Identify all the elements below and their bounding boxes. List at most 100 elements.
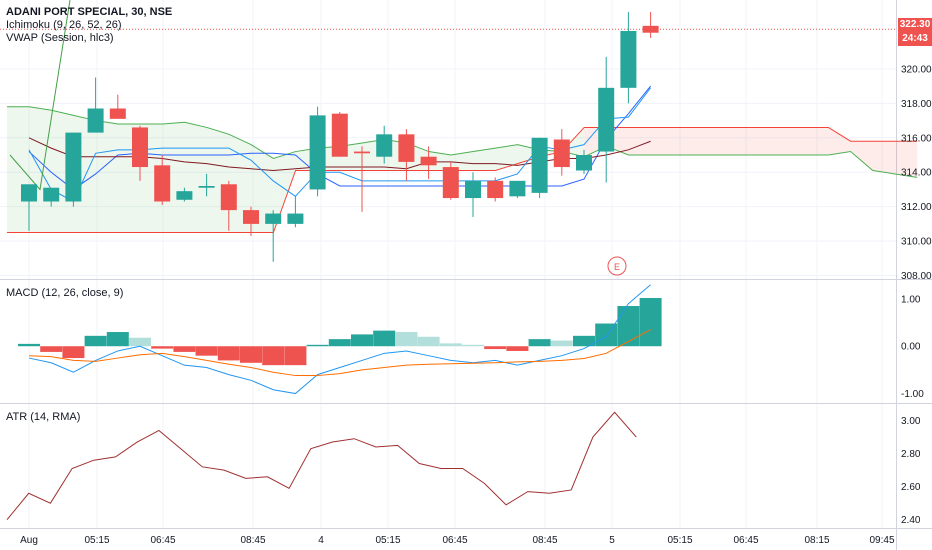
candle-body — [220, 184, 237, 211]
candle-body — [243, 210, 259, 224]
macd-histogram-bar — [84, 335, 107, 347]
time-axis-tick: 08:15 — [804, 535, 829, 546]
candle-body — [154, 165, 171, 202]
macd-histogram-bar — [173, 346, 196, 352]
candle-body — [21, 184, 37, 202]
macd-histogram-bar — [240, 346, 262, 363]
candle-body — [531, 137, 548, 193]
macd-histogram-bar — [439, 343, 462, 347]
ichimoku-cloud-segment — [806, 127, 829, 155]
candle-body — [354, 151, 370, 154]
price-axis-tick: 308.00 — [901, 271, 932, 282]
ichimoku-legend[interactable]: Ichimoku (9, 26, 52, 26) — [6, 19, 122, 31]
time-axis-tick: 09:45 — [869, 535, 894, 546]
candle-body — [331, 113, 348, 157]
price-axis-tick: 310.00 — [901, 237, 932, 248]
ichimoku-cloud-segment — [451, 151, 474, 171]
macd-line — [28, 284, 651, 395]
countdown-value: 24:43 — [902, 33, 928, 44]
signal-line — [28, 329, 651, 377]
price-axis-tick: 318.00 — [901, 99, 932, 110]
macd-axis-tick: 1.00 — [901, 294, 921, 305]
atr-axis-tick: 2.60 — [901, 482, 921, 493]
ichimoku-cloud-segment — [761, 127, 784, 155]
time-axis-tick: 05:15 — [375, 535, 400, 546]
ichimoku-cloud-segment — [428, 151, 451, 171]
macd-histogram-bar — [617, 306, 640, 347]
candle-body — [176, 191, 193, 200]
time-axis-tick: 08:45 — [240, 535, 265, 546]
ichimoku-cloud-segment — [650, 127, 673, 155]
ichimoku-cloud-segment — [717, 127, 740, 155]
macd-histogram-bar — [595, 323, 618, 347]
ichimoku-cloud-segment — [206, 127, 229, 233]
ichimoku-cloud-segment — [828, 127, 851, 155]
atr-line — [6, 411, 637, 521]
candle-body — [376, 134, 393, 157]
last-price-tag: 322.30 — [898, 18, 932, 32]
atr-legend[interactable]: ATR (14, RMA) — [6, 411, 81, 423]
macd-histogram-bar — [151, 346, 174, 349]
macd-histogram-bar — [262, 346, 285, 366]
candle-body — [487, 180, 504, 199]
macd-histogram-bar — [573, 335, 595, 347]
price-axis-tick: 320.00 — [901, 64, 932, 75]
ichimoku-cloud-segment — [95, 120, 118, 233]
time-axis-tick: 06:45 — [150, 535, 175, 546]
candle-body — [87, 108, 104, 133]
price-axis-tick: 314.00 — [901, 168, 932, 179]
candle-body — [287, 213, 304, 224]
macd-histogram-bar — [40, 346, 63, 352]
ichimoku-cloud-segment — [895, 141, 918, 178]
time-axis-tick: 5 — [609, 535, 615, 546]
macd-histogram-bar — [484, 346, 507, 350]
macd-histogram-bar — [462, 344, 484, 347]
main-legend: ADANI PORT SPECIAL, 30, NSE Ichimoku (9,… — [6, 6, 172, 45]
time-axis-tick: Aug — [20, 535, 38, 546]
vwap-legend[interactable]: VWAP (Session, hlc3) — [6, 32, 114, 44]
ichimoku-cloud-segment — [695, 127, 718, 155]
candle-body — [309, 115, 326, 190]
macd-histogram-bar — [106, 332, 129, 347]
ichimoku-cloud-segment — [673, 127, 696, 155]
time-axis-tick: 05:15 — [667, 535, 692, 546]
earnings-marker — [607, 256, 627, 276]
earnings-marker-label: E — [614, 262, 620, 272]
countdown-tag: 24:43 — [898, 32, 932, 46]
candle-body — [65, 132, 82, 202]
ichimoku-cloud-segment — [162, 122, 185, 233]
macd-histogram-bar — [129, 337, 151, 347]
ichimoku-cloud-segment — [184, 122, 207, 233]
ichimoku-cloud-segment — [872, 141, 895, 174]
candle-body — [465, 180, 481, 199]
macd-axis-tick: -1.00 — [901, 389, 924, 400]
chikou-span-line — [9, 0, 71, 191]
candle-body — [442, 167, 459, 199]
candle-body — [576, 155, 592, 171]
time-axis-tick: 08:45 — [532, 535, 557, 546]
macd-histogram-bar — [506, 346, 529, 351]
candle-body — [420, 156, 437, 166]
time-axis-tick: 06:45 — [442, 535, 467, 546]
candle-body — [509, 180, 526, 197]
candle-body — [553, 139, 570, 168]
ichimoku-cloud-segment — [273, 151, 296, 233]
macd-histogram-bar — [528, 339, 551, 347]
time-axis-tick: 06:45 — [733, 535, 758, 546]
time-axis-tick: 4 — [318, 535, 324, 546]
senkou-span-a-line — [7, 106, 918, 178]
macd-legend[interactable]: MACD (12, 26, close, 9) — [6, 287, 124, 299]
candle-body — [398, 134, 415, 162]
candle-body — [642, 25, 659, 33]
time-axis-tick: 05:15 — [84, 535, 109, 546]
candle-body — [265, 213, 282, 224]
macd-histogram-bar — [306, 344, 329, 347]
price-axis-tick: 316.00 — [901, 133, 932, 144]
candle-body — [132, 127, 148, 168]
candle-body — [620, 31, 637, 88]
macd-histogram-bar — [395, 332, 418, 347]
ichimoku-cloud-segment — [784, 127, 807, 155]
macd-histogram-bar — [284, 346, 307, 366]
macd-axis-tick: 0.00 — [901, 342, 921, 353]
